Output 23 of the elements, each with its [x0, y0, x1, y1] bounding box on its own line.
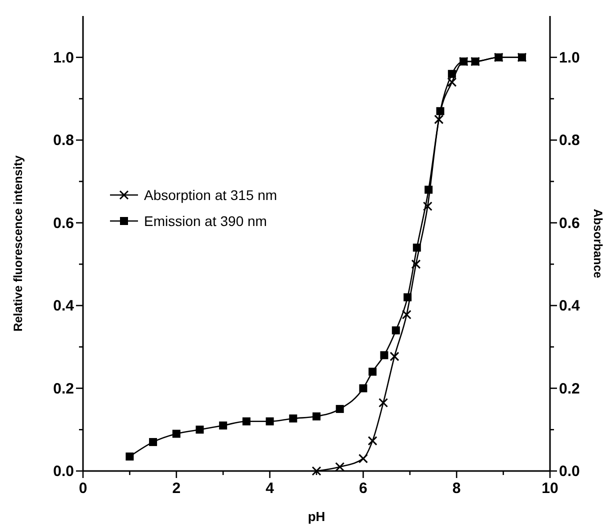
y2-tick-label: 0.8 — [559, 132, 580, 150]
y2-axis-title: Absorbance — [591, 208, 605, 278]
y2-tick-label: 0.6 — [559, 214, 580, 232]
y2-tick-label: 1.0 — [559, 49, 580, 66]
x-tick-label: 0 — [78, 480, 88, 497]
y-tick-label: 0.4 — [53, 298, 75, 315]
x-tick-label: 2 — [172, 480, 181, 497]
x-tick-label: 8 — [452, 480, 461, 497]
y2-tick-label: 0.2 — [559, 380, 580, 398]
y-tick-label: 0.6 — [53, 214, 74, 232]
legend-label: Absorption at 315 nm — [144, 187, 278, 203]
legend-label: Emission at 390 nm — [144, 213, 267, 229]
y-tick-label: 0.0 — [53, 463, 74, 480]
y2-tick-label: 0.0 — [559, 463, 580, 480]
y2-tick-label: 0.4 — [559, 298, 581, 315]
x-tick-label: 10 — [542, 480, 558, 497]
x-axis-title: pH — [308, 509, 326, 524]
x-tick-label: 4 — [266, 480, 275, 497]
y-tick-label: 0.8 — [53, 132, 74, 150]
y-tick-label: 1.0 — [53, 49, 74, 66]
y-tick-label: 0.2 — [53, 380, 74, 398]
y-axis-title: Relative fluorescence intensity — [11, 155, 25, 332]
x-tick-label: 6 — [359, 480, 368, 497]
